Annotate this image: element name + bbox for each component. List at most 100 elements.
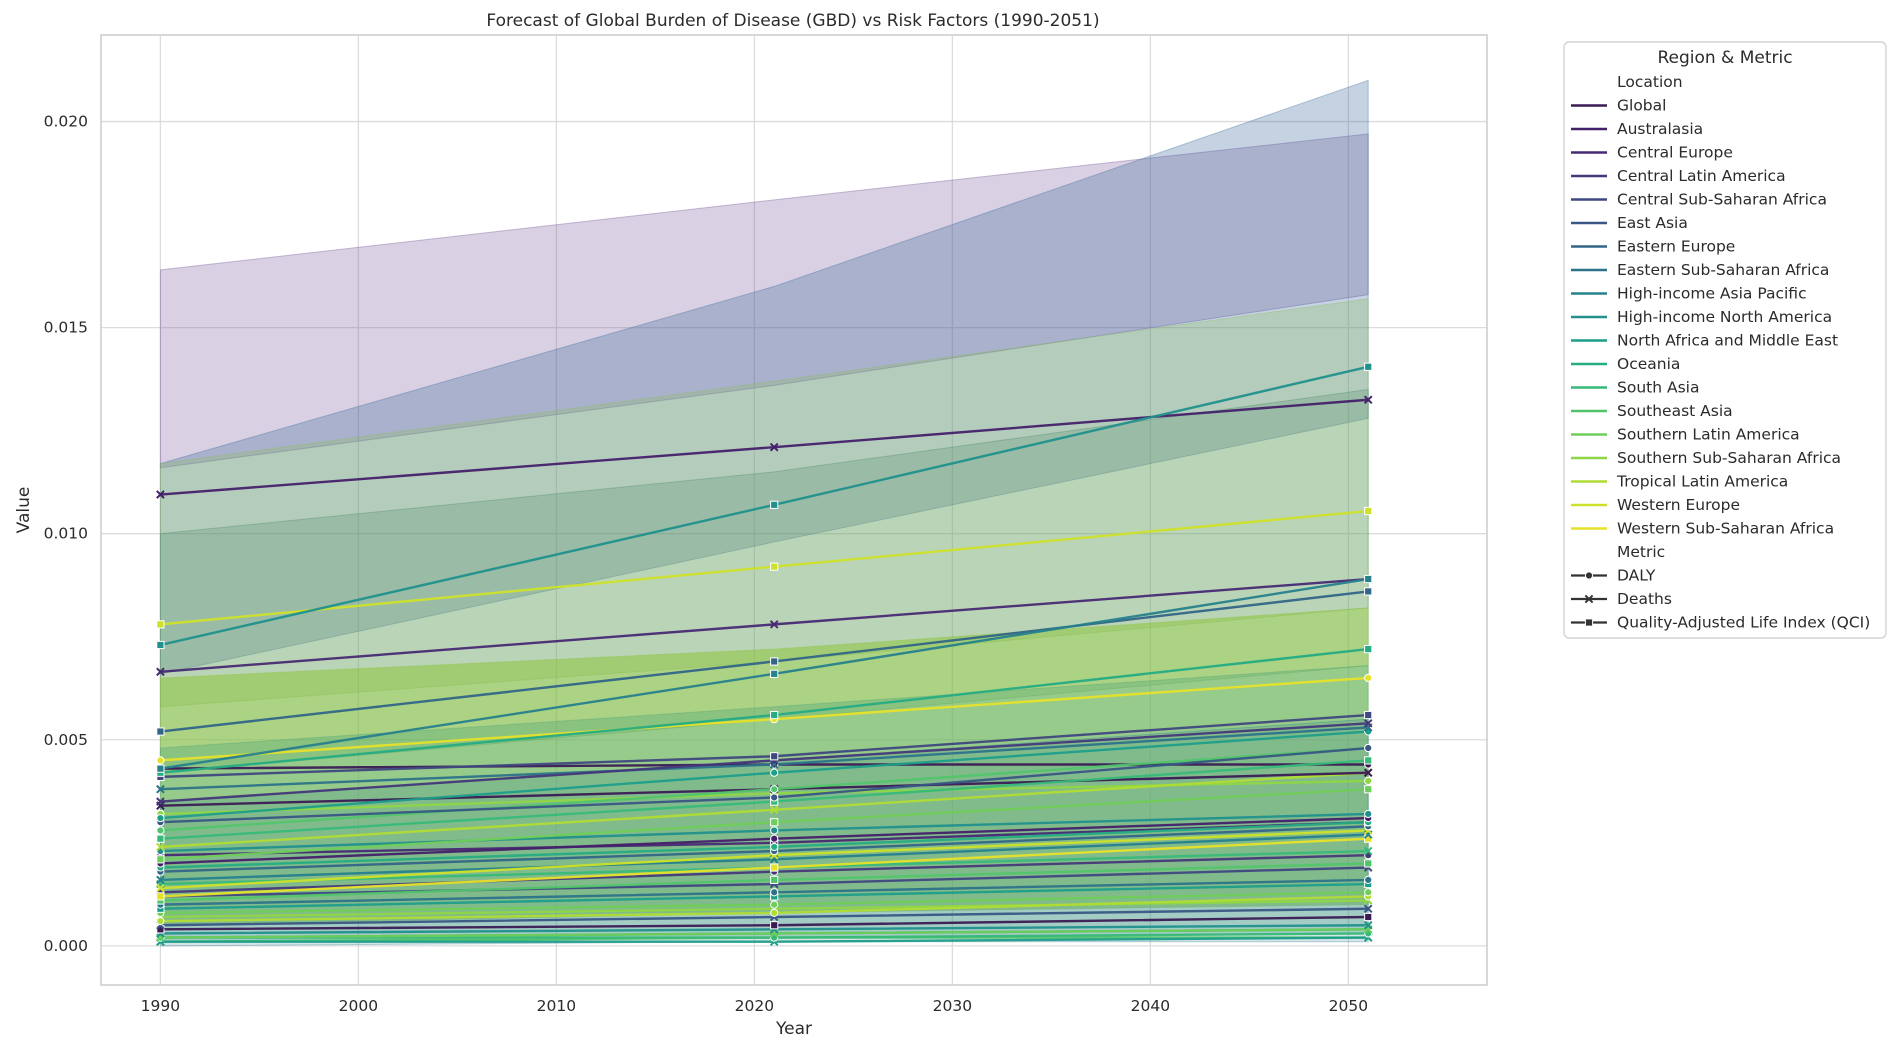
plot-frame (100, 34, 1488, 986)
point-marker (770, 826, 779, 835)
legend-item: Western Sub-Saharan Africa (1617, 520, 1834, 538)
x-tick-label: 2040 (1131, 997, 1170, 1015)
point-marker (156, 490, 165, 499)
x-tick-label: 2050 (1329, 997, 1368, 1015)
x-axis-label: Year (775, 1019, 812, 1039)
x-tick-label: 2030 (933, 997, 972, 1015)
legend-item: Global (1617, 97, 1666, 115)
point-marker (1364, 710, 1373, 720)
point-marker (770, 768, 779, 777)
point-marker (1364, 506, 1373, 516)
legend-item: Central Latin America (1617, 167, 1786, 185)
point-marker (156, 883, 165, 893)
point-marker (1364, 859, 1373, 868)
legend-item: Central Sub-Saharan Africa (1617, 191, 1827, 209)
point-marker (156, 875, 165, 885)
point-marker (156, 834, 165, 843)
point-marker (1364, 574, 1373, 584)
chart-title: Forecast of Global Burden of Disease (GB… (486, 11, 1099, 31)
point-marker (156, 756, 165, 765)
point-marker (156, 826, 165, 835)
point-marker (1363, 904, 1373, 914)
point-marker (156, 727, 165, 736)
point-marker (1364, 809, 1373, 819)
point-marker (1363, 846, 1373, 856)
point-marker (770, 863, 779, 872)
point-marker (1364, 888, 1373, 897)
point-marker (156, 797, 165, 806)
point-marker (770, 657, 779, 666)
point-marker (1364, 362, 1373, 371)
point-marker (156, 620, 165, 629)
point-marker (769, 442, 779, 452)
point-marker (156, 842, 165, 852)
legend-item: Tropical Latin America (1616, 473, 1788, 491)
point-marker (770, 834, 779, 843)
point-marker (1584, 594, 1594, 604)
legend-item: North Africa and Middle East (1617, 332, 1838, 350)
point-marker (1363, 395, 1373, 405)
point-marker (1363, 768, 1373, 778)
point-marker (1364, 587, 1373, 596)
x-tick-labels: 1990 2000 2010 2020 2030 2040 2050 (141, 997, 1368, 1015)
y-tick-label: 0.010 (44, 525, 88, 543)
legend-item: Australasia (1617, 120, 1703, 138)
legend-section-header: Metric (1617, 543, 1665, 561)
y-tick-labels: 0.000 0.005 0.010 0.015 0.020 (44, 113, 88, 955)
legend-item: East Asia (1617, 214, 1688, 232)
legend-box (1563, 41, 1887, 639)
point-marker (1364, 875, 1373, 885)
point-marker (770, 875, 779, 885)
legend-item: Southern Sub-Saharan Africa (1617, 449, 1841, 467)
x-tick-label: 2010 (537, 997, 576, 1015)
point-marker (156, 813, 165, 823)
y-tick-label: 0.015 (44, 319, 88, 337)
point-marker (1364, 912, 1373, 922)
point-marker (770, 710, 779, 720)
legend-item: South Asia (1617, 379, 1699, 397)
legend-item: Eastern Sub-Saharan Africa (1617, 261, 1829, 279)
x-tick-label: 1990 (141, 997, 180, 1015)
x-tick-label: 2000 (339, 997, 378, 1015)
legend-item: High-income Asia Pacific (1617, 285, 1807, 303)
legend-item: High-income North America (1617, 308, 1832, 326)
point-marker (1584, 618, 1594, 627)
legend-item: DALY (1617, 567, 1656, 585)
y-tick-label: 0.005 (44, 731, 88, 749)
point-marker (1364, 756, 1373, 765)
point-marker (770, 752, 779, 761)
point-marker (156, 855, 165, 864)
point-marker (1364, 743, 1373, 753)
legend-title: Region & Metric (1657, 48, 1792, 68)
confidence-band (159, 79, 1369, 675)
legend-item: Southern Latin America (1617, 426, 1800, 444)
point-marker (769, 805, 779, 815)
point-marker (1363, 920, 1373, 930)
point-marker (156, 764, 165, 773)
marker-layer (156, 362, 1373, 947)
legend-item: Southeast Asia (1617, 402, 1733, 420)
legend-item: Western Europe (1617, 496, 1740, 514)
legend-item: Deaths (1617, 590, 1672, 608)
legend-item: Quality-Adjusted Life Index (QCI) (1617, 614, 1870, 632)
y-axis-label: Value (14, 487, 34, 534)
point-marker (1364, 644, 1373, 654)
point-marker (156, 784, 165, 794)
y-tick-label: 0.000 (44, 937, 88, 955)
point-marker (770, 842, 779, 852)
point-marker (1364, 673, 1373, 683)
point-marker (770, 818, 779, 827)
y-tick-label: 0.020 (44, 113, 88, 131)
point-marker (156, 917, 165, 926)
point-marker (770, 908, 779, 917)
point-marker (770, 888, 779, 897)
point-marker (156, 667, 165, 677)
point-marker (1364, 785, 1373, 794)
legend: Region & Metric Location Global Australasi… (1563, 41, 1887, 639)
x-tick-label: 2020 (735, 997, 774, 1015)
point-marker (770, 793, 779, 802)
legend-items: Location Global Australasia Central Europe C… (1571, 73, 1870, 632)
point-marker (770, 921, 779, 930)
point-marker (770, 669, 779, 678)
